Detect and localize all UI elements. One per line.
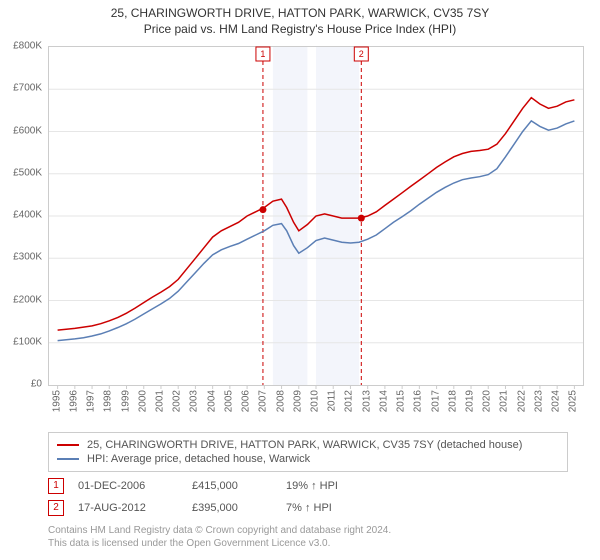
x-tick-label: 2012 <box>344 390 355 412</box>
legend-label: 25, CHARINGWORTH DRIVE, HATTON PARK, WAR… <box>87 439 522 451</box>
sale-price: £395,000 <box>192 502 272 514</box>
x-tick-label: 1997 <box>86 390 97 412</box>
y-tick-label: £300K <box>13 252 42 263</box>
y-tick-label: £600K <box>13 125 42 136</box>
x-tick-label: 2022 <box>516 390 527 412</box>
title-main: 25, CHARINGWORTH DRIVE, HATTON PARK, WAR… <box>0 6 600 20</box>
x-tick-label: 2015 <box>396 390 407 412</box>
y-tick-label: £400K <box>13 210 42 221</box>
sale-marker: 2 <box>48 500 64 516</box>
y-tick-label: £800K <box>13 41 42 52</box>
sales-table: 1 01-DEC-2006 £415,000 19% ↑ HPI 2 17-AUG-201… <box>48 478 568 522</box>
sale-point <box>358 215 365 222</box>
x-tick-label: 2008 <box>275 390 286 412</box>
legend-row: 25, CHARINGWORTH DRIVE, HATTON PARK, WAR… <box>57 439 559 451</box>
x-axis-labels: 1995 1996 1997 1998 1999 2000 2001 2002 2003 2004… <box>48 388 584 430</box>
sale-date: 17-AUG-2012 <box>78 502 178 514</box>
sale-price: £415,000 <box>192 480 272 492</box>
x-tick-label: 2004 <box>206 390 217 412</box>
x-tick-label: 2002 <box>172 390 183 412</box>
x-tick-label: 2013 <box>361 390 372 412</box>
sale-diff: 19% ↑ HPI <box>286 480 366 492</box>
x-tick-label: 2016 <box>413 390 424 412</box>
y-tick-label: £0 <box>31 379 42 390</box>
y-tick-label: £100K <box>13 336 42 347</box>
title-sub: Price paid vs. HM Land Registry's House … <box>0 22 600 36</box>
x-tick-label: 2017 <box>430 390 441 412</box>
x-tick-label: 1999 <box>120 390 131 412</box>
x-tick-label: 2021 <box>499 390 510 412</box>
x-tick-label: 1996 <box>68 390 79 412</box>
y-tick-label: £500K <box>13 167 42 178</box>
y-tick-label: £200K <box>13 294 42 305</box>
y-tick-label: £700K <box>13 83 42 94</box>
x-tick-label: 2007 <box>258 390 269 412</box>
x-tick-label: 2009 <box>292 390 303 412</box>
sale-row: 1 01-DEC-2006 £415,000 19% ↑ HPI <box>48 478 568 494</box>
legend: 25, CHARINGWORTH DRIVE, HATTON PARK, WAR… <box>48 432 568 472</box>
chart-plot-area: 12 <box>48 46 584 386</box>
y-axis-labels: £0£100K£200K£300K£400K£500K£600K£700K£80… <box>0 46 46 386</box>
x-tick-label: 2003 <box>189 390 200 412</box>
sale-point <box>259 206 266 213</box>
legend-swatch <box>57 458 79 460</box>
sale-diff: 7% ↑ HPI <box>286 502 366 514</box>
legend-label: HPI: Average price, detached house, Warw… <box>87 453 310 465</box>
x-tick-label: 2006 <box>241 390 252 412</box>
x-tick-label: 1998 <box>103 390 114 412</box>
x-tick-label: 2025 <box>568 390 579 412</box>
x-tick-label: 2024 <box>551 390 562 412</box>
sale-row: 2 17-AUG-2012 £395,000 7% ↑ HPI <box>48 500 568 516</box>
x-tick-label: 2000 <box>137 390 148 412</box>
legend-row: HPI: Average price, detached house, Warw… <box>57 453 559 465</box>
x-tick-label: 2005 <box>223 390 234 412</box>
footer-line-1: Contains HM Land Registry data © Crown c… <box>48 524 568 537</box>
chart-svg: 12 <box>49 47 583 385</box>
x-tick-label: 2019 <box>465 390 476 412</box>
legend-swatch <box>57 444 79 446</box>
footer-line-2: This data is licensed under the Open Gov… <box>48 537 568 550</box>
event-marker-label: 2 <box>359 49 364 59</box>
x-tick-label: 2023 <box>533 390 544 412</box>
x-tick-label: 2020 <box>482 390 493 412</box>
x-tick-label: 2001 <box>154 390 165 412</box>
footer-attribution: Contains HM Land Registry data © Crown c… <box>48 524 568 550</box>
x-tick-label: 2014 <box>378 390 389 412</box>
x-tick-label: 2011 <box>327 390 338 412</box>
sale-marker: 1 <box>48 478 64 494</box>
x-tick-label: 2018 <box>447 390 458 412</box>
event-marker-label: 1 <box>260 49 265 59</box>
x-tick-label: 1995 <box>51 390 62 412</box>
x-tick-label: 2010 <box>310 390 321 412</box>
sale-date: 01-DEC-2006 <box>78 480 178 492</box>
